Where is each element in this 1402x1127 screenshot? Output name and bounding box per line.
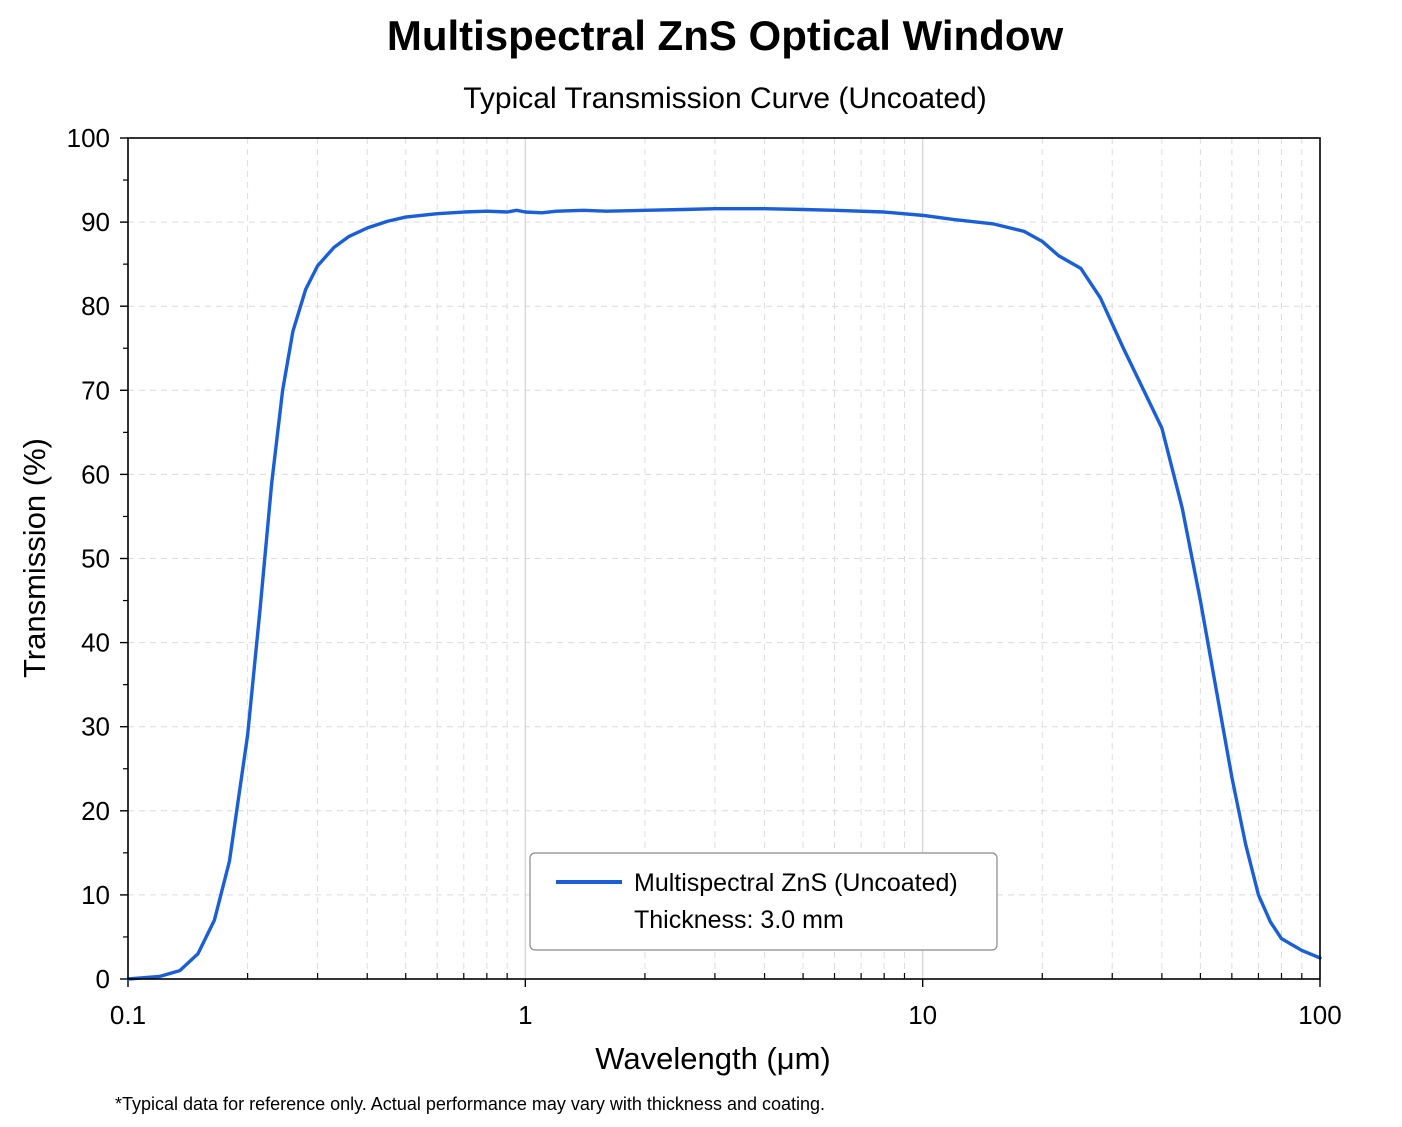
- y-tick-label: 60: [81, 459, 110, 489]
- x-axis-label: Wavelength (μm): [595, 1041, 831, 1076]
- y-axis-label: Transmission (%): [17, 438, 52, 678]
- y-tick-label: 50: [81, 544, 110, 574]
- x-tick-label: 1: [518, 1000, 532, 1030]
- y-tick-label: 80: [81, 291, 110, 321]
- series-layer: [126, 206, 1322, 981]
- y-tick-label: 10: [81, 880, 110, 910]
- y-tick-label: 100: [67, 123, 110, 153]
- plot-frame: [127, 137, 1321, 980]
- y-tick-label: 90: [81, 207, 110, 237]
- y-tick-label: 20: [81, 796, 110, 826]
- x-tick-label: 100: [1298, 1000, 1341, 1030]
- legend-box: [529, 852, 998, 951]
- axis-ticks: 0 10 20 30 40 50 60 70 80 90 100 0.1 1 10 100: [67, 123, 1342, 1030]
- x-tick-label: 10: [908, 1000, 937, 1030]
- footnote: *Typical data for reference only. Actual…: [115, 1094, 825, 1114]
- legend: Multispectral ZnS (Uncoated) Thickness: …: [529, 852, 998, 951]
- y-tick-label: 40: [81, 628, 110, 658]
- legend-entry-label: Multispectral ZnS (Uncoated): [634, 869, 958, 897]
- legend-thickness-note: Thickness: 3.0 mm: [634, 906, 844, 934]
- y-tick-label: 0: [96, 964, 110, 994]
- chart-title: Multispectral ZnS Optical Window: [387, 12, 1064, 59]
- chart-subtitle: Typical Transmission Curve (Uncoated): [463, 82, 987, 115]
- x-tick-label: 0.1: [110, 1000, 146, 1030]
- series-line: [126, 206, 1322, 981]
- y-tick-label: 30: [81, 712, 110, 742]
- y-tick-label: 70: [81, 375, 110, 405]
